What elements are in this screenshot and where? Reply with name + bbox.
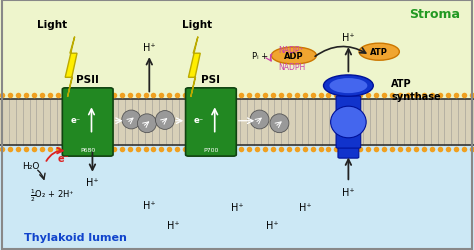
Text: Light: Light — [37, 20, 67, 30]
Text: PSI: PSI — [201, 75, 220, 85]
Text: P680: P680 — [80, 148, 95, 152]
Text: Light: Light — [182, 20, 212, 30]
Text: Pᵢ +: Pᵢ + — [252, 52, 268, 61]
FancyBboxPatch shape — [338, 142, 359, 158]
Text: Stroma: Stroma — [409, 8, 460, 20]
Text: H⁺: H⁺ — [266, 220, 279, 230]
Text: e⁻: e⁻ — [194, 116, 204, 124]
Polygon shape — [65, 38, 77, 98]
Ellipse shape — [122, 110, 141, 130]
Text: PSII: PSII — [76, 75, 99, 85]
Bar — [0, 100, 474, 145]
FancyBboxPatch shape — [336, 96, 361, 148]
Text: H⁺: H⁺ — [143, 200, 155, 210]
Text: H⁺: H⁺ — [342, 32, 355, 42]
Text: H⁺: H⁺ — [300, 202, 312, 212]
Ellipse shape — [323, 76, 373, 97]
Text: Thylakoid lumen: Thylakoid lumen — [24, 232, 127, 242]
Text: $\frac{1}{2}$O₂ + 2H⁺: $\frac{1}{2}$O₂ + 2H⁺ — [30, 187, 74, 203]
Ellipse shape — [137, 114, 156, 133]
FancyBboxPatch shape — [185, 88, 236, 156]
Text: NADPH: NADPH — [279, 63, 306, 72]
FancyBboxPatch shape — [63, 88, 113, 156]
Ellipse shape — [270, 114, 289, 133]
Text: H⁺: H⁺ — [86, 178, 99, 188]
Ellipse shape — [250, 110, 269, 130]
Text: H⁺: H⁺ — [231, 202, 243, 212]
Text: ADP: ADP — [284, 52, 304, 61]
Text: P700: P700 — [203, 148, 219, 152]
Text: ATP
synthase: ATP synthase — [391, 79, 441, 101]
Ellipse shape — [271, 48, 316, 65]
Bar — [0, 145, 474, 250]
Text: ATP: ATP — [370, 48, 388, 57]
Text: e⁻: e⁻ — [58, 154, 70, 164]
Polygon shape — [188, 38, 200, 98]
Ellipse shape — [331, 107, 366, 138]
Text: e⁻: e⁻ — [71, 116, 81, 124]
Text: H⁺: H⁺ — [167, 220, 179, 230]
Ellipse shape — [359, 44, 399, 61]
Text: H⁺: H⁺ — [143, 42, 155, 52]
Text: H⁺: H⁺ — [342, 188, 355, 198]
Text: NADP⁺: NADP⁺ — [279, 46, 304, 54]
Text: H₂O: H₂O — [22, 162, 39, 171]
Ellipse shape — [329, 79, 367, 94]
Ellipse shape — [155, 111, 174, 130]
